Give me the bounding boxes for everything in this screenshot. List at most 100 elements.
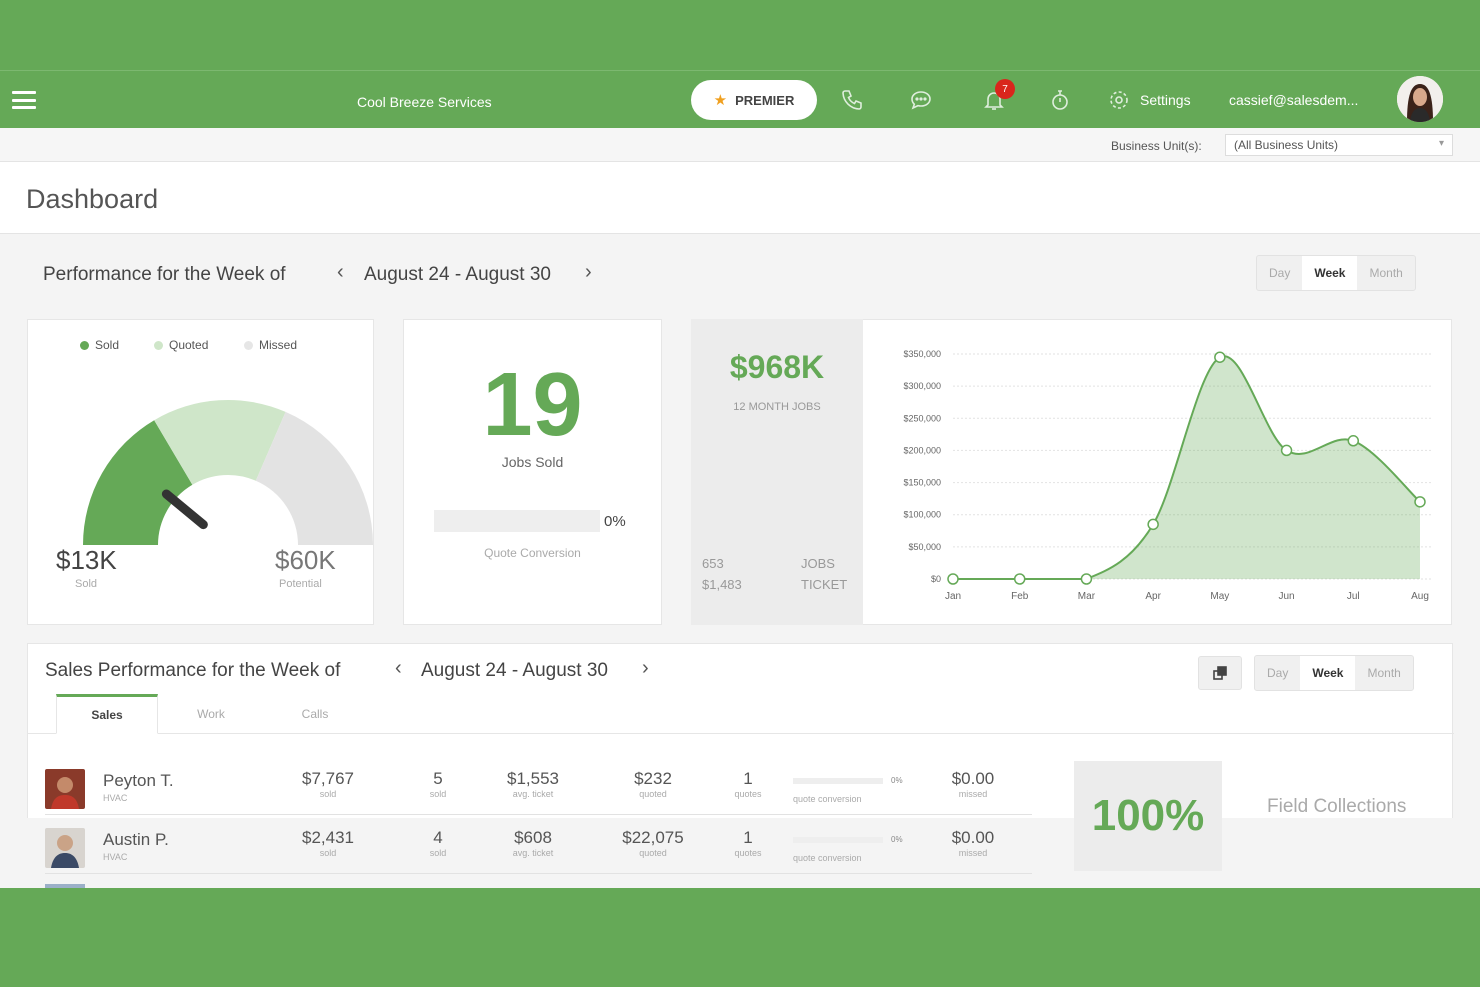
x-tick-label: Jul: [1347, 591, 1360, 602]
chat-icon[interactable]: [908, 87, 934, 113]
quotes-count: 1: [743, 769, 753, 788]
revenue-data-point[interactable]: [1013, 573, 1026, 585]
revenue-data-point[interactable]: [1347, 435, 1360, 447]
legend-quoted-dot: [154, 340, 163, 350]
notification-badge: 7: [995, 79, 1015, 99]
gauge-missed-arc: [255, 411, 373, 545]
menu-icon[interactable]: [12, 91, 36, 109]
revenue-data-point[interactable]: [1414, 496, 1426, 508]
jobs-count-stat: 653: [702, 556, 724, 571]
settings-gear-icon[interactable]: [1106, 87, 1132, 113]
business-unit-value: (All Business Units): [1234, 138, 1339, 152]
ticket-value-stat: $1,483: [702, 577, 742, 592]
settings-link[interactable]: Settings: [1140, 92, 1191, 108]
avg-ticket-label: avg. ticket: [512, 848, 554, 859]
tab-calls[interactable]: Calls: [301, 707, 329, 721]
field-collections-box: 100%: [1074, 761, 1222, 871]
jobs-sold-label: Jobs Sold: [501, 454, 564, 470]
missed-label: missed: [958, 848, 988, 859]
popout-window-button[interactable]: [1198, 656, 1242, 690]
business-unit-bar: Business Unit(s): (All Business Units) ▾: [0, 128, 1480, 162]
y-tick-label: $300,000: [903, 381, 941, 391]
y-tick-label: $200,000: [903, 445, 941, 455]
company-name: Cool Breeze Services: [357, 94, 492, 110]
table-row[interactable]: Peyton T. HVAC $7,767 sold 5 sold $1,553 av…: [45, 761, 1032, 815]
period-week-button[interactable]: Week: [1302, 256, 1358, 290]
revenue-data-point[interactable]: [1280, 444, 1293, 457]
performance-date-range: August 24 - August 30: [364, 264, 551, 285]
sales-performance-title: Sales Performance for the Week of: [45, 660, 341, 681]
page-title: Dashboard: [26, 184, 159, 214]
revenue-value: $968K: [729, 349, 825, 385]
sales-next-week-chevron-right-icon[interactable]: ›: [642, 657, 649, 679]
table-row[interactable]: Austin P. HVAC $2,431 sold 4 sold $608 avg.…: [45, 820, 1032, 874]
period-month-button[interactable]: Month: [1369, 266, 1403, 280]
quote-conversion-pct: 0%: [604, 513, 626, 530]
quoted-cell: $232 quoted: [603, 769, 703, 799]
legend-sold: Sold: [80, 338, 119, 352]
sales-prev-week-chevron-left-icon[interactable]: ‹: [395, 657, 402, 679]
notification-bell-icon[interactable]: 7: [981, 79, 1015, 113]
y-tick-label: $150,000: [903, 478, 941, 488]
sales-period-month-button[interactable]: Month: [1367, 666, 1401, 680]
sales-date-range: August 24 - August 30: [421, 660, 608, 681]
y-tick-label: $350,000: [903, 349, 941, 359]
sold-count: 4: [433, 828, 443, 847]
revenue-chart-card: $0 $50,000 $100,000 $150,000 $200,000 $250,00…: [863, 319, 1452, 625]
y-tick-label: $250,000: [903, 413, 941, 423]
x-tick-label: Jun: [1279, 591, 1295, 602]
quote-conversion-label: Quote Conversion: [484, 546, 581, 560]
missed-cell: $0.00 missed: [923, 769, 1023, 799]
gauge-quoted-arc: [154, 400, 286, 485]
x-tick-label: Apr: [1145, 591, 1161, 602]
quote-conversion-bar: [434, 510, 600, 532]
y-tick-label: $50,000: [908, 542, 941, 552]
x-tick-label: Aug: [1411, 591, 1429, 602]
star-icon: ★: [713, 92, 728, 109]
quoted-label: quoted: [639, 848, 667, 859]
rep-avatar: [45, 884, 85, 888]
business-unit-select[interactable]: (All Business Units) ▾: [1225, 134, 1453, 156]
timer-icon[interactable]: [1047, 87, 1073, 113]
sales-period-day-button[interactable]: Day: [1267, 666, 1289, 680]
y-tick-label: $100,000: [903, 510, 941, 520]
user-avatar[interactable]: [1397, 76, 1443, 122]
avg-ticket: $1,553: [507, 769, 559, 788]
phone-icon[interactable]: [839, 87, 865, 113]
user-email[interactable]: cassief@salesdem...: [1229, 92, 1359, 108]
sold-amount-cell: $7,767 sold: [278, 769, 378, 799]
revenue-data-point[interactable]: [1214, 351, 1226, 363]
tab-work[interactable]: Work: [197, 707, 225, 721]
sold-amount-label: sold: [319, 848, 337, 859]
quotes-cell: 1 quotes: [698, 828, 798, 858]
rep-avatar: [45, 828, 85, 868]
bottom-band: [0, 888, 1480, 987]
gauge-potential-label: Potential: [279, 578, 322, 590]
quotes-label: quotes: [734, 848, 762, 859]
sales-period-toggle: Day Week Month: [1254, 655, 1414, 691]
sales-gauge: [83, 400, 373, 545]
tab-sales[interactable]: Sales: [56, 694, 158, 734]
missed-label: missed: [958, 789, 988, 800]
sales-tabs: Sales Work Calls: [28, 694, 1454, 734]
legend-sold-label: Sold: [95, 338, 120, 352]
sales-gauge-card: Sold Quoted Missed $13K Sold $60K Potent…: [27, 319, 374, 625]
business-unit-label: Business Unit(s):: [1111, 139, 1202, 153]
legend-quoted: Quoted: [154, 338, 208, 352]
quote-conversion-bar: [793, 778, 883, 784]
revenue-data-point[interactable]: [947, 573, 959, 585]
performance-next-week-chevron-right-icon[interactable]: ›: [585, 261, 592, 283]
revenue-data-point[interactable]: [1080, 573, 1093, 585]
sold-count: 5: [433, 769, 443, 788]
performance-prev-week-chevron-left-icon[interactable]: ‹: [337, 261, 344, 283]
period-day-button[interactable]: Day: [1269, 266, 1291, 280]
revenue-data-point[interactable]: [1147, 518, 1159, 531]
page-header: Dashboard: [0, 162, 1480, 234]
sold-amount: $2,431: [302, 828, 354, 847]
premier-button[interactable]: ★ PREMIER: [691, 80, 817, 120]
sales-period-week-button[interactable]: Week: [1300, 656, 1356, 690]
sold-count-label: sold: [429, 789, 447, 800]
quoted-amount: $232: [634, 769, 672, 788]
missed-cell: $0.00 missed: [923, 828, 1023, 858]
sales-performance-card: Sales Performance for the Week of ‹ Augu…: [27, 643, 1454, 888]
